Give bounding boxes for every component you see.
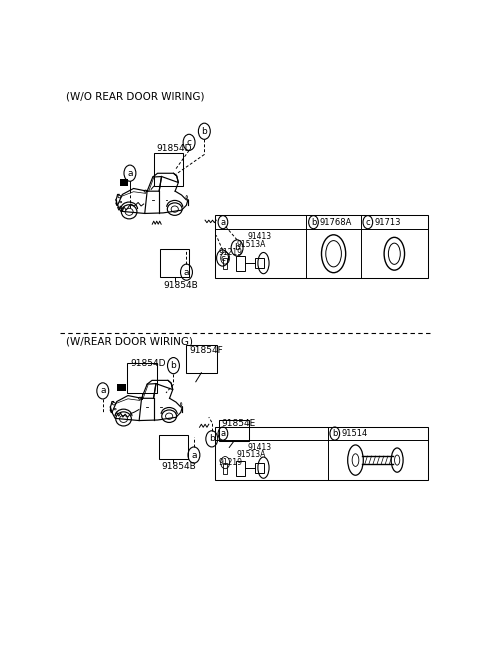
Text: (W/REAR DOOR WIRING): (W/REAR DOOR WIRING) (66, 337, 192, 346)
Bar (158, 436, 188, 459)
Text: 91513A: 91513A (236, 450, 266, 459)
Text: c: c (187, 138, 192, 147)
Text: 91854B: 91854B (163, 281, 198, 291)
Text: 91413: 91413 (248, 232, 272, 241)
Bar (154, 154, 183, 186)
Bar (254, 462, 264, 473)
Text: a: a (220, 218, 226, 227)
Text: a: a (100, 386, 106, 396)
Text: 91219: 91219 (218, 458, 242, 466)
Text: b: b (170, 361, 176, 370)
Text: 91854F: 91854F (190, 346, 223, 355)
Text: c: c (220, 253, 225, 262)
Bar (215, 427, 428, 480)
Text: a: a (127, 169, 132, 178)
Text: a: a (184, 268, 189, 277)
Bar (124, 178, 128, 186)
Text: c: c (365, 218, 370, 227)
Bar (236, 256, 244, 271)
Bar (186, 345, 217, 373)
Bar (117, 384, 122, 392)
Text: 91513A: 91513A (236, 240, 266, 249)
Text: b: b (202, 127, 207, 136)
Text: 91219: 91219 (218, 249, 242, 257)
Text: 91713: 91713 (374, 218, 401, 227)
Bar (254, 258, 264, 268)
Text: 91413: 91413 (248, 443, 272, 452)
Text: b: b (311, 218, 316, 227)
Text: 91514: 91514 (341, 429, 367, 438)
Bar (219, 420, 249, 441)
Text: 91854D: 91854D (156, 144, 192, 153)
Bar (223, 258, 228, 269)
Text: 91854B: 91854B (161, 462, 196, 471)
Text: b: b (209, 434, 215, 443)
Bar (122, 384, 126, 392)
Bar (236, 461, 244, 476)
Bar (215, 215, 428, 278)
Text: b: b (234, 243, 240, 253)
Text: (W/O REAR DOOR WIRING): (W/O REAR DOOR WIRING) (66, 91, 204, 101)
Text: 91768A: 91768A (320, 218, 352, 227)
Bar (120, 178, 124, 186)
Text: a: a (220, 429, 226, 438)
Text: a: a (191, 451, 197, 460)
Bar (127, 363, 156, 393)
Bar (223, 462, 228, 474)
Text: b: b (332, 429, 337, 438)
Text: 91854D: 91854D (130, 359, 166, 367)
Text: 91854E: 91854E (222, 419, 256, 428)
Bar (160, 249, 190, 277)
